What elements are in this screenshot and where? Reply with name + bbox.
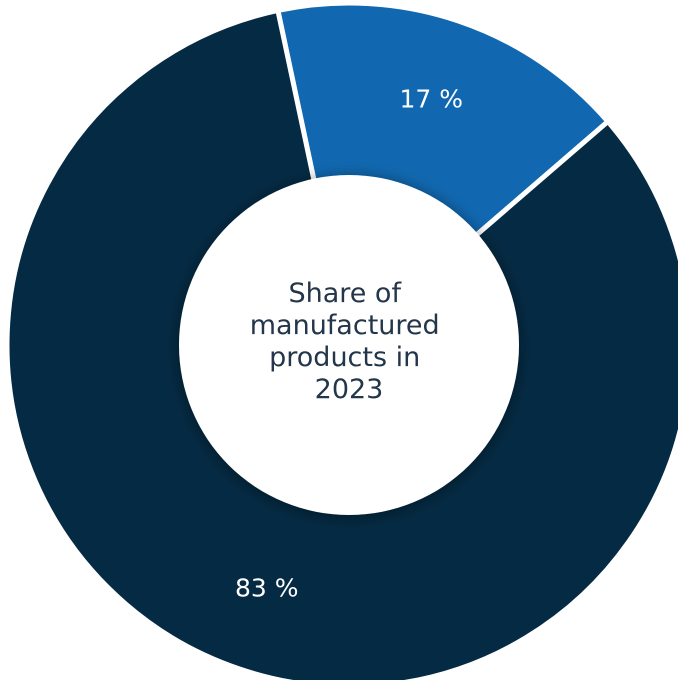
- chart-title: Share of manufactured products in 2023: [250, 278, 449, 405]
- donut-center-hole: [179, 175, 519, 515]
- slice-labels: 17 % 83 %: [235, 85, 463, 603]
- chart-title-line: Share of: [288, 278, 402, 309]
- slice-value-label: 83 %: [235, 574, 299, 603]
- chart-title-line: products in: [269, 342, 420, 373]
- chart-title-line: 2023: [315, 374, 384, 405]
- chart-title-line: manufactured: [250, 310, 440, 341]
- slice-value-label: 17 %: [400, 85, 464, 114]
